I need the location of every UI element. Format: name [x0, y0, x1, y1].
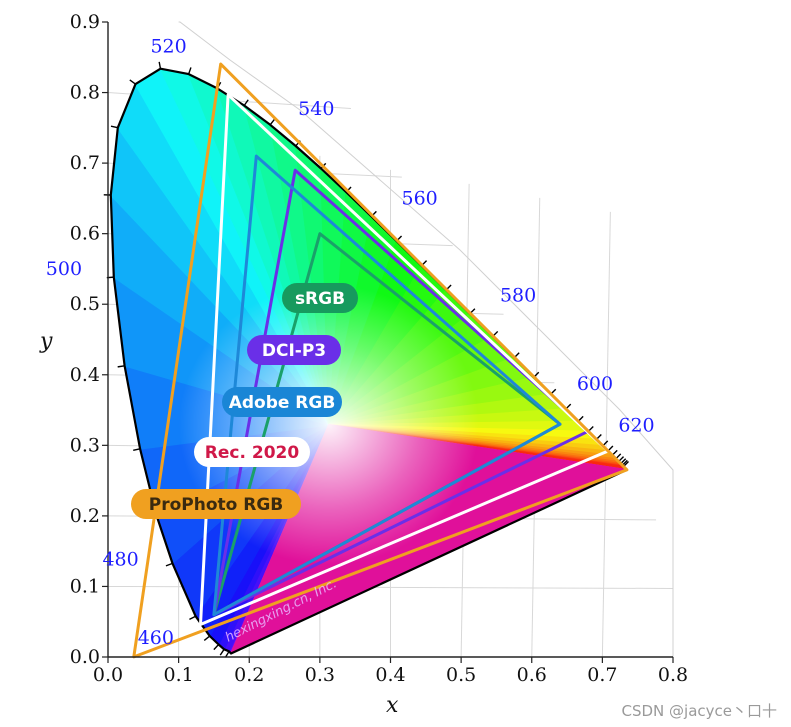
legend-pill-text: sRGB: [295, 289, 345, 309]
wavelength-label-520: 520: [150, 36, 186, 58]
y-tick-label: 0.6: [70, 223, 100, 245]
y-tick-label: 0.8: [70, 82, 100, 104]
locus-tick: [110, 125, 118, 129]
gamut-legend: sRGB DCI-P3 Adobe RGB Rec. 2020 ProPhoto RGB: [131, 283, 358, 519]
grid-line-vertical: [601, 211, 611, 658]
y-tick-label: 0.7: [70, 152, 100, 174]
legend-pill-text: ProPhoto RGB: [149, 495, 284, 515]
legend-pill-srgb: sRGB: [282, 283, 358, 313]
locus-tick: [129, 79, 136, 85]
y-tick-label: 0.4: [70, 364, 100, 386]
credit-text: CSDN @jacyce丶口十: [621, 702, 778, 720]
locus-tick: [219, 648, 225, 656]
legend-pill-rec-2020: Rec. 2020: [194, 437, 310, 467]
legend-pill-dci-p3: DCI-P3: [247, 335, 341, 365]
legend-pill-bg: [282, 283, 358, 313]
wavelength-label-580: 580: [500, 285, 536, 307]
y-tick-label: 0.0: [70, 646, 100, 668]
legend-pill-bg: [247, 335, 341, 365]
y-axis-title: y: [39, 329, 53, 354]
locus-tick: [133, 448, 141, 452]
y-tick-label: 0.3: [70, 434, 100, 456]
x-tick-label: 0.0: [93, 664, 123, 686]
x-tick-label: 0.6: [517, 664, 547, 686]
y-tick-label: 0.1: [70, 575, 100, 597]
legend-pill-bg: [222, 387, 342, 417]
gamut-rec-2020: [199, 93, 610, 626]
gamut-triangles: [132, 62, 629, 659]
legend-pill-bg: [194, 437, 310, 467]
locus-tick: [269, 118, 276, 126]
gamut-adobe-rgb: [212, 154, 562, 617]
x-tick-label: 0.5: [446, 664, 476, 686]
legend-pill-bg: [131, 489, 301, 519]
grid-frame: [178, 21, 674, 657]
y-tick-label: 0.9: [70, 11, 100, 33]
x-tick-label: 0.1: [164, 664, 194, 686]
y-tick-label: 0.5: [70, 293, 100, 315]
wavelength-label-500: 500: [46, 258, 82, 280]
x-tick-label: 0.2: [234, 664, 264, 686]
gamut-prophoto-rgb: [132, 62, 629, 659]
color-fill: [110, 68, 627, 654]
x-tick-label: 0.3: [305, 664, 335, 686]
locus-tick: [213, 644, 220, 651]
locus-tick: [203, 635, 211, 641]
legend-pill-text: Adobe RGB: [229, 393, 336, 413]
wavelength-label-540: 540: [298, 98, 334, 120]
x-tick-label: 0.4: [375, 664, 405, 686]
locus-tick: [187, 67, 192, 75]
x-tick-label: 0.7: [587, 664, 617, 686]
legend-pill-text: DCI-P3: [262, 341, 326, 361]
locus-tick: [189, 615, 196, 621]
wavelength-label-460: 460: [138, 627, 174, 649]
locus-tick: [165, 562, 173, 567]
legend-pill-adobe-rgb: Adobe RGB: [222, 387, 342, 417]
locus-tick: [243, 99, 249, 106]
wavelength-label-600: 600: [577, 373, 613, 395]
legend-pill-text: Rec. 2020: [205, 443, 300, 463]
wavelength-label-620: 620: [618, 414, 654, 436]
y-tick-label: 0.2: [70, 505, 100, 527]
x-tick-label: 0.8: [658, 664, 688, 686]
locus-tick: [158, 61, 162, 69]
x-axis-title: x: [386, 693, 399, 718]
legend-pill-prophoto-rgb: ProPhoto RGB: [131, 489, 301, 519]
wavelength-label-560: 560: [402, 187, 438, 209]
axes: 0.0 0.1 0.2 0.3 0.4 0.5 0.6 0.7 0.8 0.0 0.1 0.2 0.3 0…: [70, 11, 688, 686]
locus-tick: [117, 365, 125, 368]
wavelength-label-480: 480: [102, 548, 138, 570]
